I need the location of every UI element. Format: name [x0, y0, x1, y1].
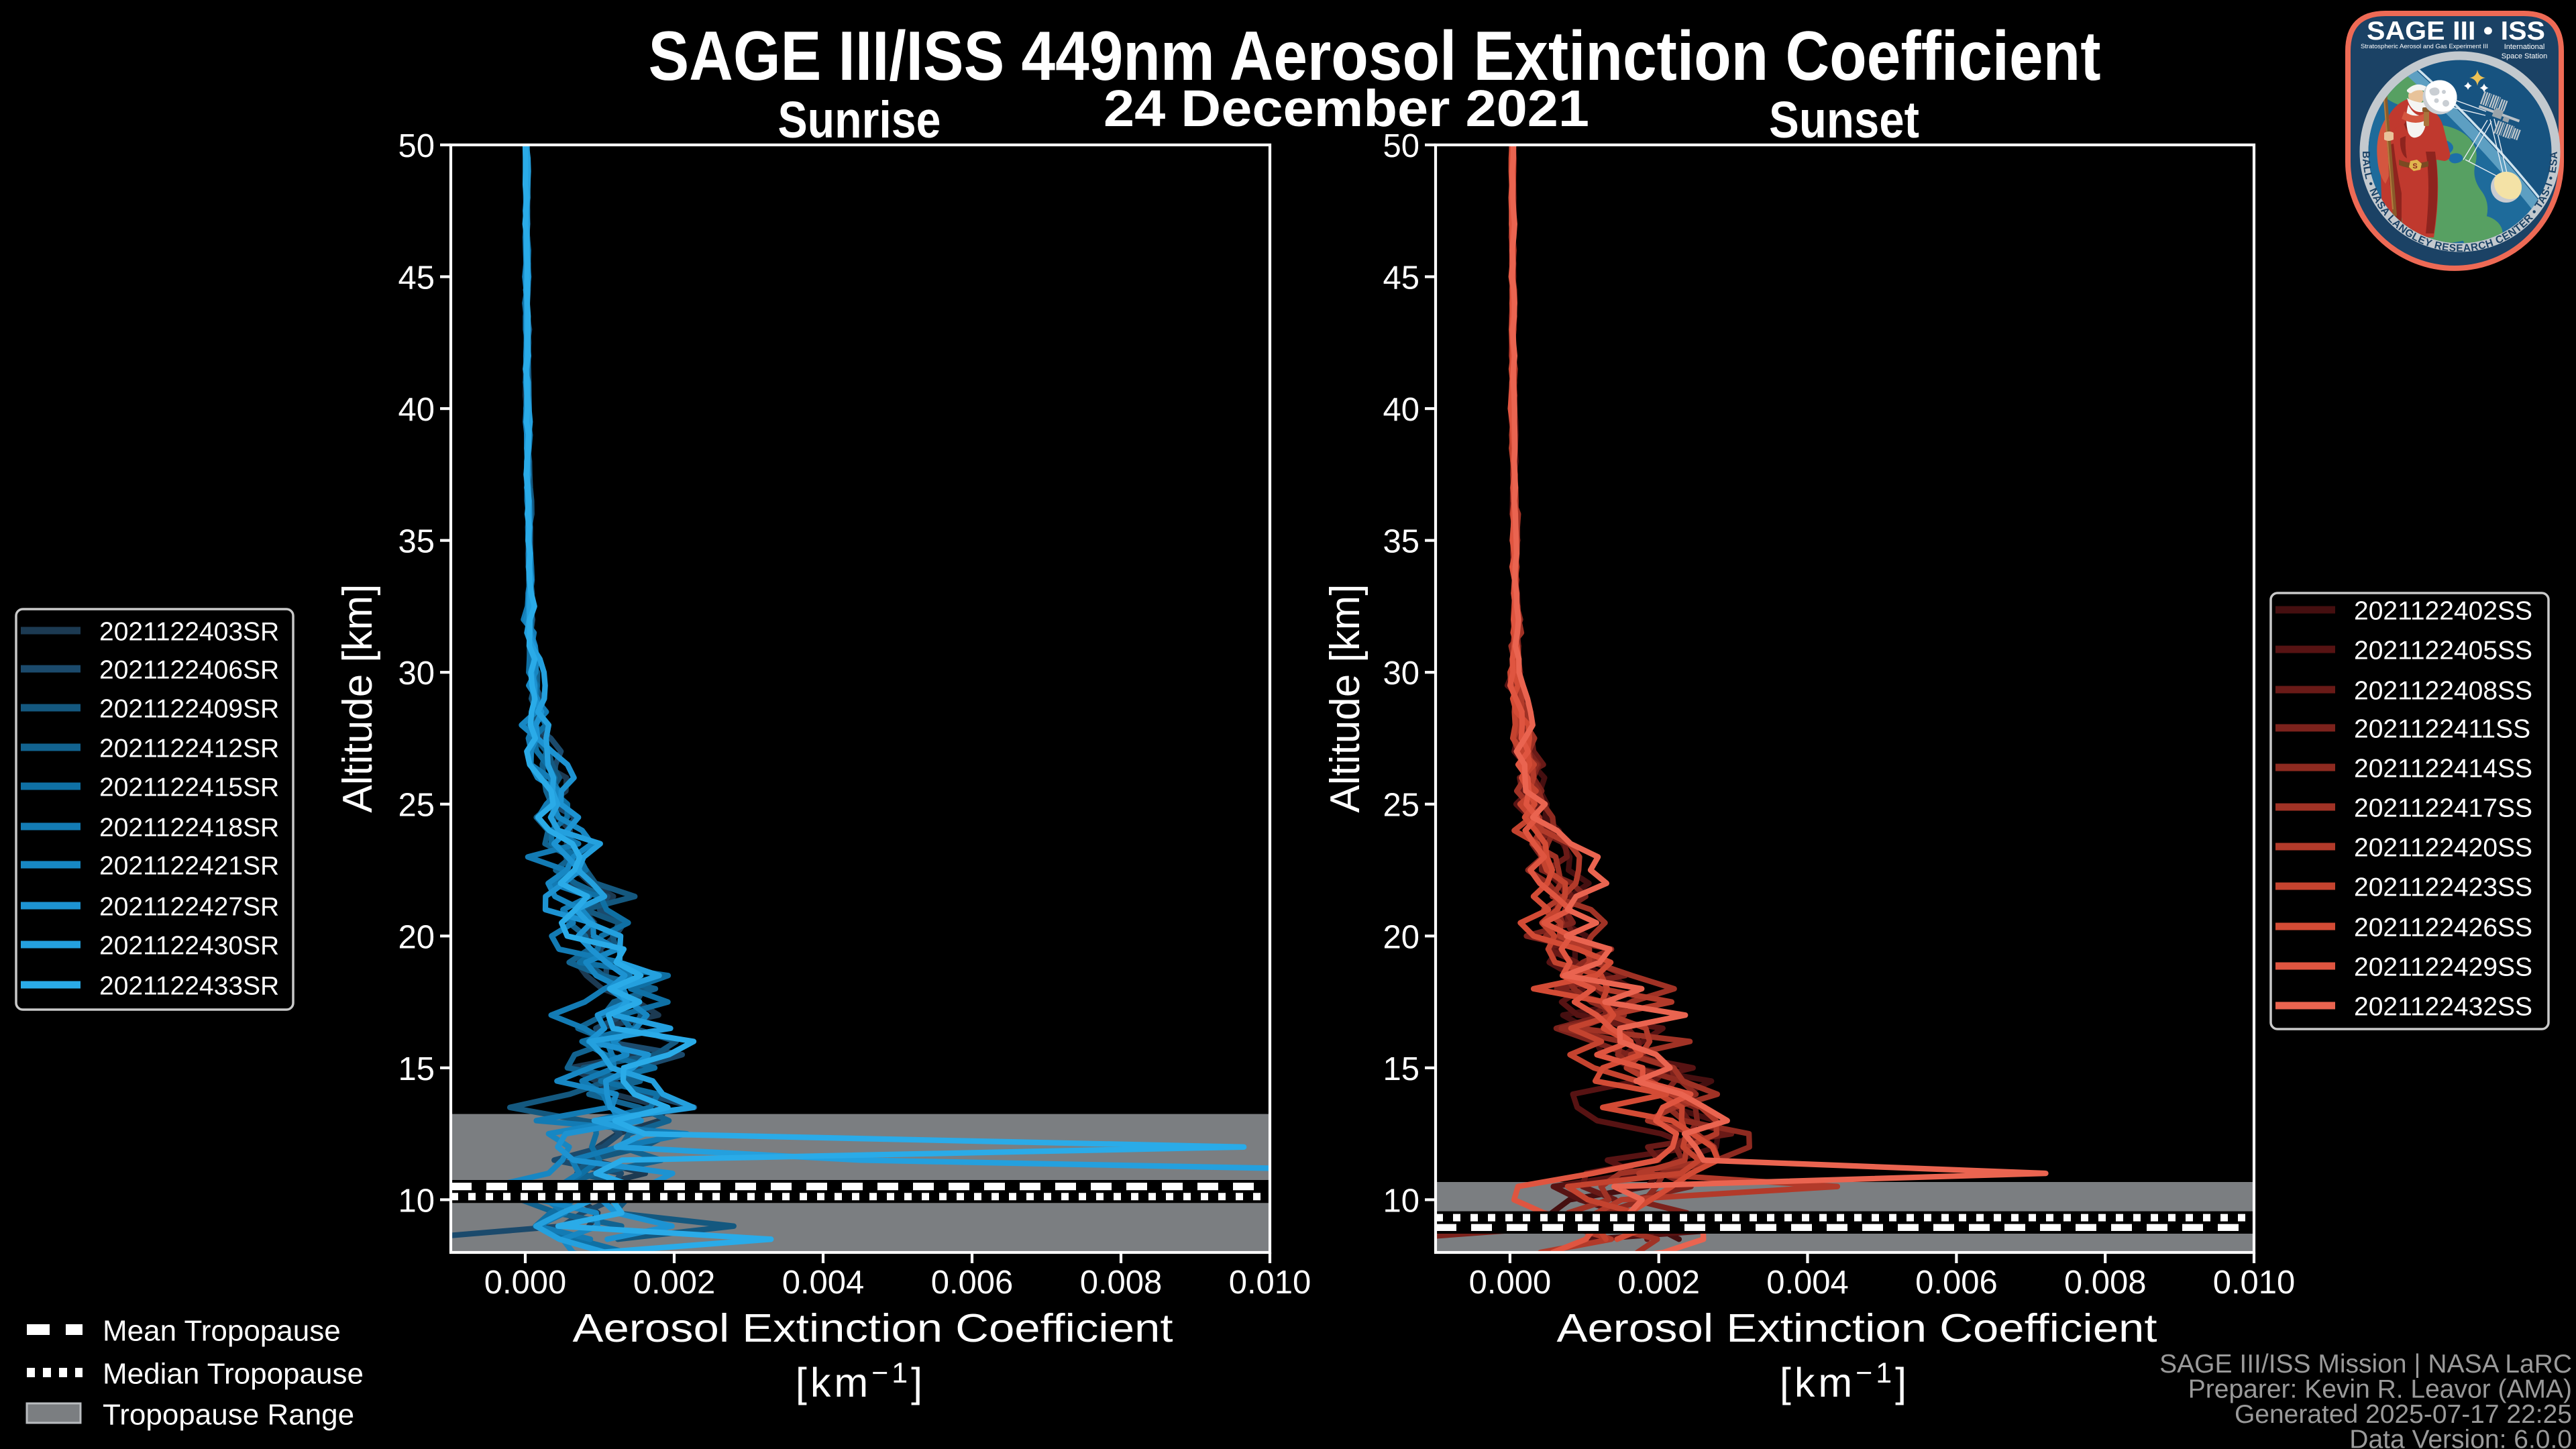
svg-text:10: 10 — [398, 1183, 435, 1219]
svg-text:0.000: 0.000 — [484, 1265, 567, 1301]
svg-text:Space Station: Space Station — [2502, 52, 2548, 60]
svg-text:35: 35 — [398, 524, 435, 560]
svg-text:Altitude [km]: Altitude [km] — [1322, 584, 1368, 812]
svg-text:0.010: 0.010 — [2213, 1265, 2296, 1301]
svg-text:2021122427SR: 2021122427SR — [99, 893, 279, 922]
svg-text:30: 30 — [398, 655, 435, 692]
svg-text:Stratospheric Aerosol and Gas: Stratospheric Aerosol and Gas Experiment… — [2361, 43, 2488, 50]
svg-text:2021122417SS: 2021122417SS — [2354, 794, 2532, 823]
svg-text:0.002: 0.002 — [633, 1265, 716, 1301]
svg-text:40: 40 — [1383, 392, 1419, 428]
svg-text:International: International — [2504, 43, 2545, 51]
svg-text:0.008: 0.008 — [1080, 1265, 1163, 1301]
svg-text:2021122405SS: 2021122405SS — [2354, 637, 2532, 665]
svg-text:2021122430SR: 2021122430SR — [99, 932, 279, 961]
svg-text:2021122426SS: 2021122426SS — [2354, 914, 2532, 943]
svg-text:15: 15 — [398, 1051, 435, 1087]
svg-text:10: 10 — [1383, 1183, 1419, 1219]
svg-text:2021122411SS: 2021122411SS — [2354, 715, 2530, 744]
svg-text:2021122418SR: 2021122418SR — [99, 814, 279, 843]
svg-text:2021122423SS: 2021122423SS — [2354, 873, 2532, 902]
svg-text:Tropopause Range: Tropopause Range — [103, 1399, 354, 1432]
svg-text:2021122402SS: 2021122402SS — [2354, 597, 2532, 626]
svg-text:45: 45 — [398, 260, 435, 297]
svg-text:50: 50 — [1383, 128, 1419, 164]
svg-text:0.008: 0.008 — [2064, 1265, 2147, 1301]
svg-text:25: 25 — [1383, 788, 1419, 824]
svg-text:S: S — [2412, 162, 2417, 170]
svg-text:45: 45 — [1383, 260, 1419, 297]
svg-text:Sunset: Sunset — [1769, 91, 1919, 149]
svg-text:2021122412SR: 2021122412SR — [99, 735, 279, 763]
svg-text:Aerosol Extinction Coefficient: Aerosol Extinction Coefficient — [1557, 1306, 2157, 1350]
svg-text:SAGE III • ISS: SAGE III • ISS — [2367, 17, 2545, 46]
svg-text:Median Tropopause: Median Tropopause — [103, 1358, 364, 1391]
svg-text:0.002: 0.002 — [1617, 1265, 1700, 1301]
svg-text:SAGE III/ISS 449nm Aerosol Ext: SAGE III/ISS 449nm Aerosol Extinction Co… — [649, 17, 2101, 95]
svg-text:40: 40 — [398, 392, 435, 428]
svg-text:Data Version: 6.0.0: Data Version: 6.0.0 — [2349, 1426, 2572, 1449]
svg-text:0.000: 0.000 — [1469, 1265, 1552, 1301]
svg-text:2021122421SR: 2021122421SR — [99, 852, 279, 881]
svg-text:2021122432SS: 2021122432SS — [2354, 993, 2532, 1022]
svg-text:Aerosol Extinction Coefficient: Aerosol Extinction Coefficient — [573, 1306, 1173, 1350]
svg-text:0.006: 0.006 — [931, 1265, 1014, 1301]
svg-text:Preparer: Kevin R. Leavor (AMA: Preparer: Kevin R. Leavor (AMA) — [2188, 1375, 2572, 1404]
svg-text:2021122414SS: 2021122414SS — [2354, 755, 2532, 784]
svg-text:2021122408SS: 2021122408SS — [2354, 677, 2532, 706]
svg-text:2021122429SS: 2021122429SS — [2354, 953, 2532, 982]
svg-text:Sunrise: Sunrise — [778, 91, 941, 149]
svg-text:2021122409SR: 2021122409SR — [99, 695, 279, 724]
svg-text:25: 25 — [398, 788, 435, 824]
svg-text:2021122403SR: 2021122403SR — [99, 618, 279, 647]
svg-text:2021122433SR: 2021122433SR — [99, 972, 279, 1001]
svg-text:2021122420SS: 2021122420SS — [2354, 834, 2532, 863]
svg-text:0.004: 0.004 — [1766, 1265, 1849, 1301]
svg-text:35: 35 — [1383, 524, 1419, 560]
svg-text:0.006: 0.006 — [1915, 1265, 1998, 1301]
svg-text:Altitude [km]: Altitude [km] — [335, 584, 381, 812]
svg-text:20: 20 — [398, 919, 435, 955]
svg-text:2021122415SR: 2021122415SR — [99, 773, 279, 802]
svg-text:SAGE III/ISS Mission | NASA La: SAGE III/ISS Mission | NASA LaRC — [2159, 1350, 2572, 1379]
svg-text:24 December 2021: 24 December 2021 — [1104, 80, 1589, 138]
svg-text:30: 30 — [1383, 655, 1419, 692]
svg-text:15: 15 — [1383, 1051, 1419, 1087]
svg-text:2021122406SR: 2021122406SR — [99, 656, 279, 685]
svg-text:20: 20 — [1383, 919, 1419, 955]
svg-text:50: 50 — [398, 128, 435, 164]
svg-text:0.010: 0.010 — [1229, 1265, 1311, 1301]
svg-text:Mean Tropopause: Mean Tropopause — [103, 1315, 341, 1348]
svg-text:0.004: 0.004 — [782, 1265, 865, 1301]
svg-text:Generated 2025-07-17 22:25: Generated 2025-07-17 22:25 — [2235, 1400, 2572, 1429]
